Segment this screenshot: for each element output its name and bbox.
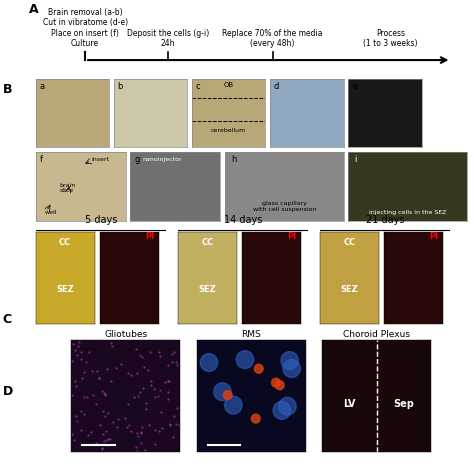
- Text: D: D: [3, 385, 13, 398]
- Text: 14 days: 14 days: [224, 215, 262, 225]
- Text: f: f: [40, 155, 43, 164]
- Text: b: b: [118, 82, 123, 91]
- Text: CC: CC: [344, 239, 356, 247]
- Circle shape: [275, 381, 284, 390]
- Text: SEZ: SEZ: [199, 285, 216, 294]
- Text: OB: OB: [224, 82, 234, 89]
- Text: PI: PI: [430, 232, 439, 241]
- Text: Gliotubes: Gliotubes: [104, 330, 147, 339]
- Text: nanoinjector: nanoinjector: [142, 157, 182, 162]
- Text: SEZ: SEZ: [56, 285, 74, 294]
- Text: B: B: [3, 82, 12, 96]
- Circle shape: [283, 359, 301, 377]
- Text: Process
(1 to 3 weeks): Process (1 to 3 weeks): [363, 28, 418, 48]
- Text: well: well: [45, 211, 57, 215]
- Text: e: e: [352, 82, 357, 91]
- Text: insert: insert: [91, 157, 109, 162]
- Text: Sep: Sep: [393, 399, 415, 409]
- Text: CC: CC: [201, 239, 213, 247]
- Text: RMS: RMS: [241, 330, 261, 339]
- Circle shape: [214, 383, 231, 401]
- Text: brain
slice: brain slice: [59, 183, 75, 193]
- Circle shape: [273, 402, 291, 419]
- Circle shape: [279, 397, 296, 415]
- Text: g: g: [135, 155, 140, 164]
- Circle shape: [255, 364, 263, 373]
- Circle shape: [251, 414, 260, 423]
- Text: Replace 70% of the media
(every 48h): Replace 70% of the media (every 48h): [222, 28, 323, 48]
- Text: glass capillary
with cell suspension: glass capillary with cell suspension: [253, 201, 316, 212]
- Text: PI: PI: [146, 232, 155, 241]
- Circle shape: [272, 378, 280, 387]
- Circle shape: [223, 391, 232, 399]
- Circle shape: [200, 354, 218, 371]
- Circle shape: [225, 396, 242, 414]
- Text: PI: PI: [288, 232, 297, 241]
- Text: A: A: [28, 3, 38, 16]
- Text: Choroid Plexus: Choroid Plexus: [343, 330, 410, 339]
- Text: 5 days: 5 days: [84, 215, 117, 225]
- Text: CC: CC: [59, 239, 71, 247]
- Text: i: i: [355, 155, 357, 164]
- Text: cerebellum: cerebellum: [211, 128, 246, 133]
- Text: C: C: [3, 313, 12, 326]
- Text: Deposit the cells (g-i)
24h: Deposit the cells (g-i) 24h: [127, 28, 209, 48]
- Text: SEZ: SEZ: [341, 285, 358, 294]
- Text: Brain removal (a-b)
Cut in vibratome (d-e)
Place on insert (f)
Culture: Brain removal (a-b) Cut in vibratome (d-…: [43, 8, 128, 48]
- Text: LV: LV: [343, 399, 356, 409]
- Text: 21 days: 21 days: [366, 215, 404, 225]
- Text: injecting cells in the SEZ: injecting cells in the SEZ: [369, 211, 447, 215]
- Text: a: a: [39, 82, 45, 91]
- Text: h: h: [231, 155, 237, 164]
- Circle shape: [236, 350, 254, 369]
- Circle shape: [281, 352, 298, 370]
- Text: c: c: [196, 82, 201, 91]
- Text: d: d: [274, 82, 279, 91]
